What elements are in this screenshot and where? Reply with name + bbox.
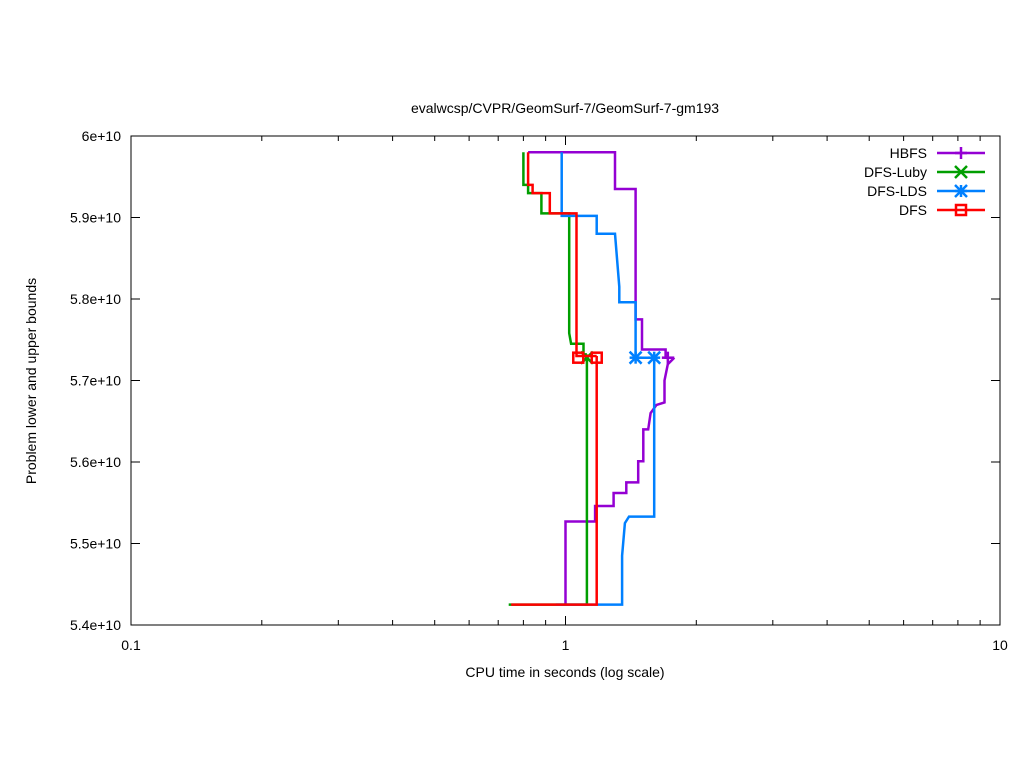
- legend-swatch-marker: [954, 203, 968, 217]
- chart-title: evalwcsp/CVPR/GeomSurf-7/GeomSurf-7-gm19…: [411, 100, 719, 116]
- square-marker: [954, 203, 968, 217]
- series-hbfs-lower-bound-line: [564, 356, 676, 605]
- series-dfs-lds: [555, 152, 662, 606]
- legend-swatch-marker: [954, 184, 968, 198]
- x-tick-label: 0.1: [121, 637, 141, 653]
- y-tick-label: 5.9e+10: [70, 210, 121, 226]
- y-axis-label: Problem lower and upper bounds: [23, 278, 39, 484]
- series-dfs-lds-lower-bound-line: [555, 357, 656, 606]
- legend-swatch-marker: [955, 147, 967, 159]
- series-dfs-lds-point-marker: [647, 350, 662, 365]
- series-dfs-lds-upper-bound-line: [560, 152, 655, 359]
- legend: HBFS DFS-Luby DFS-LDS DFS: [864, 145, 985, 218]
- series-hbfs: [528, 151, 676, 605]
- series-hbfs-upper-bound-line: [528, 151, 675, 359]
- legend-item-hbfs: HBFS: [890, 145, 985, 161]
- series-dfs-upper-bound-line: [526, 152, 597, 358]
- legend-swatch-marker: [954, 165, 968, 179]
- square-marker: [572, 351, 585, 364]
- y-tick-label: 5.7e+10: [70, 373, 121, 389]
- legend-label: DFS: [899, 202, 927, 218]
- series-dfs: [511, 152, 603, 606]
- series-dfs-luby: [508, 152, 594, 606]
- square-marker: [590, 351, 603, 364]
- y-axis: 5.4e+10 5.5e+10 5.6e+10 5.7e+10 5.8e+10 5.9e+…: [70, 128, 1000, 633]
- legend-item-dfs-luby: DFS-Luby: [864, 164, 985, 180]
- series-dfs-point-marker: [572, 351, 585, 364]
- star-marker-b: [954, 184, 968, 198]
- x-tick-label: 10: [992, 637, 1008, 653]
- y-tick-label: 6e+10: [82, 128, 122, 144]
- y-tick-label: 5.8e+10: [70, 291, 121, 307]
- x-tick-label: 1: [562, 637, 570, 653]
- series-layer: [508, 151, 676, 606]
- legend-item-dfs: DFS: [899, 202, 985, 218]
- cross-marker-b: [954, 165, 968, 179]
- y-tick-label: 5.6e+10: [70, 454, 121, 470]
- legend-item-dfs-lds: DFS-LDS: [867, 183, 985, 199]
- x-axis-label: CPU time in seconds (log scale): [465, 664, 664, 680]
- star-marker-b: [628, 350, 643, 365]
- series-dfs-point-marker: [590, 351, 603, 364]
- legend-label: HBFS: [890, 145, 927, 161]
- star-marker-b: [647, 350, 662, 365]
- series-hbfs-point-marker: [661, 351, 674, 364]
- y-tick-label: 5.4e+10: [70, 617, 121, 633]
- series-dfs-lds-point-marker: [628, 350, 643, 365]
- series-dfs-luby-lower-bound-line: [508, 354, 589, 606]
- y-tick-label: 5.5e+10: [70, 536, 121, 552]
- legend-label: DFS-LDS: [867, 183, 927, 199]
- series-dfs-lower-bound-line: [511, 356, 598, 606]
- x-axis: 0.1 1 10: [121, 136, 1008, 653]
- legend-label: DFS-Luby: [864, 164, 927, 180]
